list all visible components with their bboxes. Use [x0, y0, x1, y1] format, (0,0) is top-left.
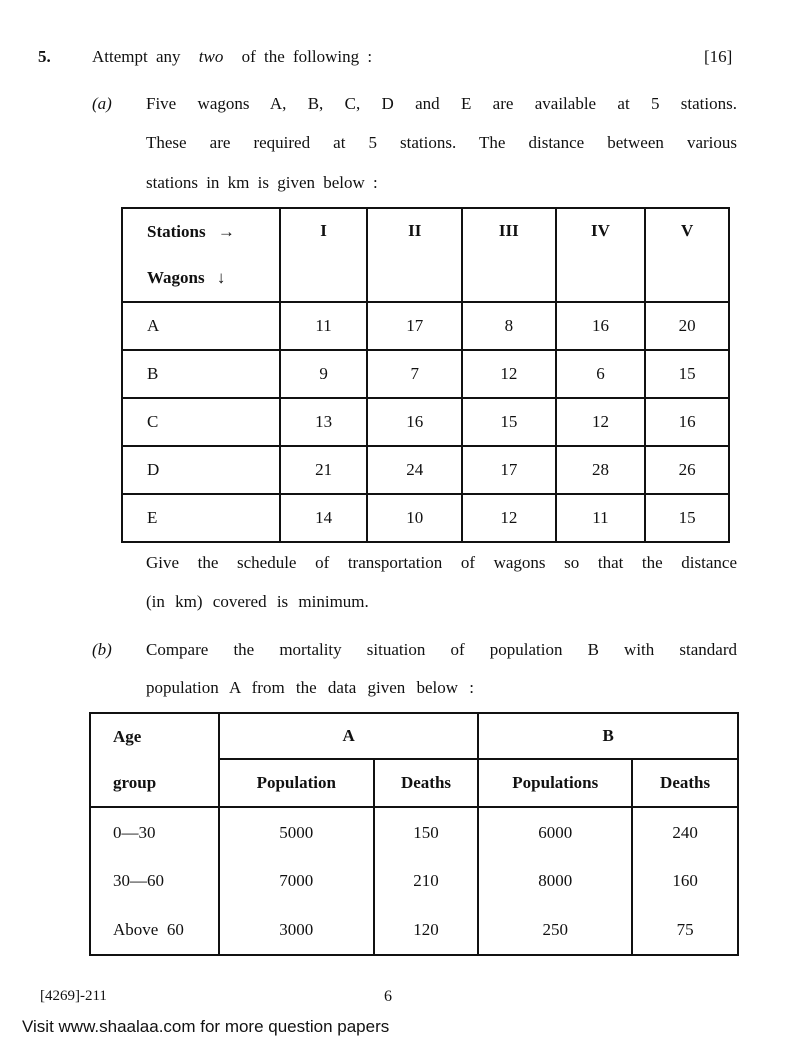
distance-cell: 20 — [644, 301, 730, 351]
corner-header: Stations → Wagons ↓ — [121, 207, 281, 303]
distance-cell: 17 — [366, 301, 464, 351]
subheader: Deaths — [372, 758, 480, 808]
distance-cell: 15 — [461, 397, 557, 447]
part-a-label-text: (a) — [92, 94, 112, 113]
instruction-pre: Attempt any — [92, 47, 181, 66]
instruction-emphasis: two — [198, 47, 224, 66]
distance-cell: 6 — [554, 349, 647, 399]
group-a-header: A — [217, 712, 480, 760]
mortality-table-body: 0—30 5000 150 6000 240 30—60 7000 210 8000 160 Abo… — [89, 806, 739, 956]
stations-header: Stations → — [147, 222, 235, 241]
part-b-label: (b) — [92, 640, 112, 660]
wagon-label: D — [121, 445, 281, 495]
mortality-group-header: Age group A B — [89, 712, 739, 808]
table-row: E 14 10 12 11 15 — [121, 493, 730, 543]
value-cell: 6000 — [477, 806, 634, 857]
value-cell: 8000 — [477, 857, 634, 905]
value-cell: 250 — [477, 905, 634, 956]
table-row: 0—30 5000 150 6000 240 — [89, 806, 739, 857]
value-cell: 150 — [372, 806, 480, 857]
part-a-label: (a) — [92, 94, 112, 114]
question-number: 5. — [38, 47, 51, 66]
age-group-header: Age group — [89, 712, 220, 808]
distance-cell: 12 — [461, 493, 557, 543]
part-b-line-1: Compare the mortality situation of popul… — [146, 640, 737, 659]
mortality-table: Age group A B Population Deaths Populati… — [89, 712, 739, 956]
wagon-label: B — [121, 349, 281, 399]
value-cell: 210 — [372, 857, 480, 905]
part-a-line-1: Five wagons A, B, C, D and E are availab… — [146, 94, 737, 113]
distance-cell: 14 — [278, 493, 369, 543]
wagon-label: C — [121, 397, 281, 447]
distance-cell: 9 — [278, 349, 369, 399]
distance-table-body: A 11 17 8 16 20 B 9 7 12 6 15 C 13 16 15 12 16 D 21 24 17 28 26… — [121, 301, 730, 543]
distance-table-header: Stations → Wagons ↓ I II III IV V — [121, 207, 730, 303]
column-header: II — [366, 207, 464, 303]
age-group-cell: Above 60 — [89, 905, 220, 956]
question-instruction: Attempt any two of the following : — [92, 47, 372, 67]
distance-cell: 21 — [278, 445, 369, 495]
part-a-line-2: These are required at 5 stations. The di… — [146, 133, 737, 152]
distance-cell: 12 — [554, 397, 647, 447]
age-header-bottom: group — [113, 773, 157, 792]
wagons-header: Wagons ↓ — [147, 268, 226, 287]
age-header-top: Age — [113, 727, 142, 746]
part-a-after-line-1: Give the schedule of transportation of w… — [146, 553, 737, 572]
table-row: D 21 24 17 28 26 — [121, 445, 730, 495]
distance-cell: 11 — [554, 493, 647, 543]
page-number: 6 — [384, 988, 392, 1005]
table-row: C 13 16 15 12 16 — [121, 397, 730, 447]
distance-cell: 13 — [278, 397, 369, 447]
part-a-line-3: stations in km is given below : — [146, 173, 378, 192]
distance-cell: 17 — [461, 445, 557, 495]
table-row: B 9 7 12 6 15 — [121, 349, 730, 399]
distance-cell: 16 — [366, 397, 464, 447]
wagon-label: A — [121, 301, 281, 351]
question-marks: [16] — [704, 47, 733, 66]
value-cell: 240 — [631, 806, 739, 857]
table-row: Above 60 3000 120 250 75 — [89, 905, 739, 956]
distance-cell: 24 — [366, 445, 464, 495]
distance-cell: 11 — [278, 301, 369, 351]
visit-link[interactable]: Visit www.shaalaa.com for more question … — [22, 1017, 390, 1036]
distance-cell: 15 — [644, 493, 730, 543]
distance-cell: 26 — [644, 445, 730, 495]
distance-cell: 7 — [366, 349, 464, 399]
distance-cell: 8 — [461, 301, 557, 351]
column-header: V — [644, 207, 730, 303]
value-cell: 160 — [631, 857, 739, 905]
column-header: I — [278, 207, 369, 303]
distance-cell: 28 — [554, 445, 647, 495]
part-b-line-2: population A from the data given below : — [146, 678, 475, 697]
table-row: A 11 17 8 16 20 — [121, 301, 730, 351]
distance-cell: 12 — [461, 349, 557, 399]
distance-table: Stations → Wagons ↓ I II III IV V A 11 17 8… — [121, 207, 730, 543]
value-cell: 5000 — [217, 806, 375, 857]
wagon-label: E — [121, 493, 281, 543]
distance-cell: 15 — [644, 349, 730, 399]
distance-cell: 10 — [366, 493, 464, 543]
subheader: Deaths — [631, 758, 739, 808]
part-b-label-text: (b) — [92, 640, 112, 659]
age-group-cell: 30—60 — [89, 857, 220, 905]
value-cell: 75 — [631, 905, 739, 956]
column-header: IV — [554, 207, 647, 303]
value-cell: 120 — [372, 905, 480, 956]
column-header: III — [461, 207, 557, 303]
table-row: 30—60 7000 210 8000 160 — [89, 857, 739, 905]
value-cell: 7000 — [217, 857, 375, 905]
value-cell: 3000 — [217, 905, 375, 956]
group-b-header: B — [477, 712, 739, 760]
paper-code: [4269]-211 — [40, 988, 107, 1004]
subheader: Populations — [477, 758, 634, 808]
distance-cell: 16 — [554, 301, 647, 351]
part-a-after-line-2: (in km) covered is minimum. — [146, 592, 369, 611]
subheader: Population — [217, 758, 375, 808]
instruction-post: of the following : — [241, 47, 373, 66]
distance-cell: 16 — [644, 397, 730, 447]
age-group-cell: 0—30 — [89, 806, 220, 857]
